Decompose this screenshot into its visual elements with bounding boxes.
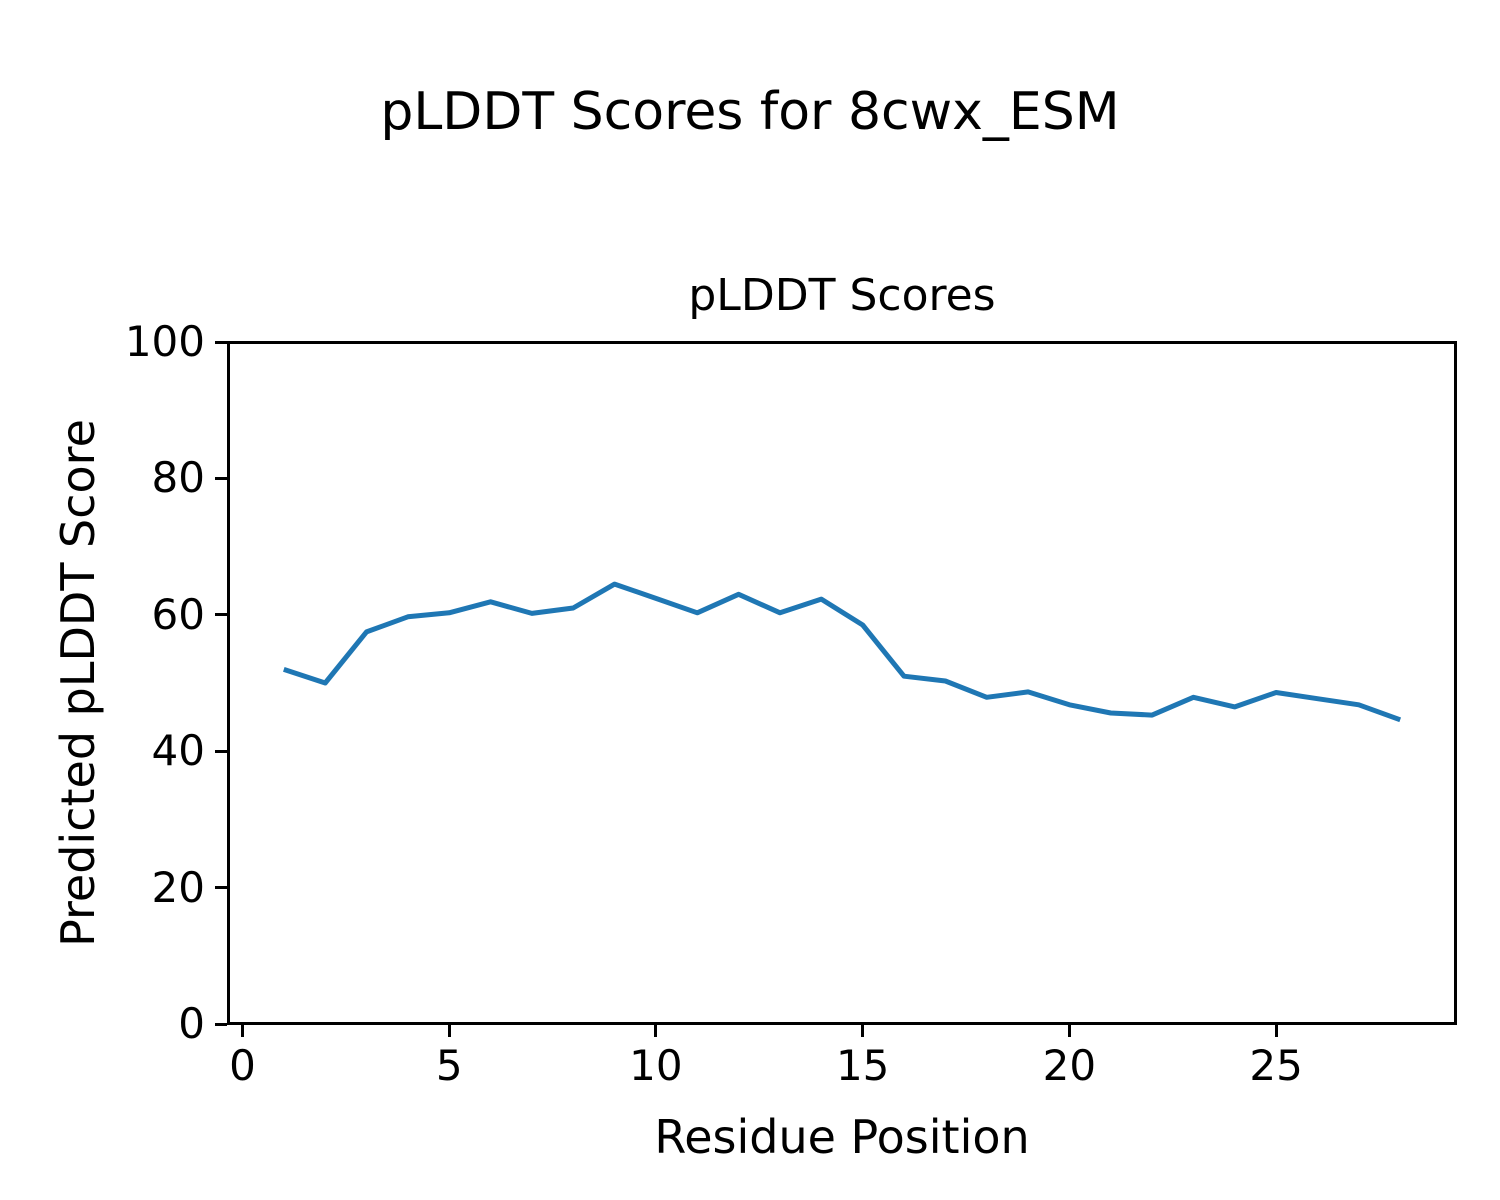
y-tick-label: 0 [178,999,205,1048]
x-tick-mark [241,1025,244,1037]
y-tick-label: 60 [151,589,205,639]
x-tick-label: 0 [229,1041,256,1090]
plot-area [283,581,1402,723]
y-tick-label: 80 [151,453,205,503]
x-tick-label: 25 [1249,1041,1303,1090]
x-tick-label: 5 [435,1041,463,1090]
x-tick-label: 10 [629,1041,683,1090]
x-tick-label: 15 [835,1041,890,1090]
x-tick-mark [861,1025,865,1037]
x-tick-label: 20 [1042,1041,1097,1090]
y-tick-label: 20 [151,862,205,912]
x-tick-mark [654,1025,658,1037]
y-tick-label: 100 [124,317,205,366]
axes-title: pLDDT Scores [688,270,996,321]
x-tick-mark [447,1025,451,1037]
y-tick-mark [215,613,227,617]
y-tick-mark [215,749,227,753]
y-axis-label: Predicted pLDDT Score [51,419,105,947]
y-tick-label: 40 [151,726,205,776]
axes-frame [227,341,1457,1025]
y-tick-mark [215,886,227,890]
figure-suptitle: pLDDT Scores for 8cwx_ESM [380,82,1120,142]
plddt-line-series [283,581,1402,723]
y-tick-mark [215,476,227,480]
y-tick-mark [215,340,227,344]
y-tick-mark [215,1022,227,1026]
x-tick-mark [1067,1025,1071,1037]
x-axis-label: Residue Position [654,1110,1030,1164]
x-tick-mark [1274,1025,1278,1037]
